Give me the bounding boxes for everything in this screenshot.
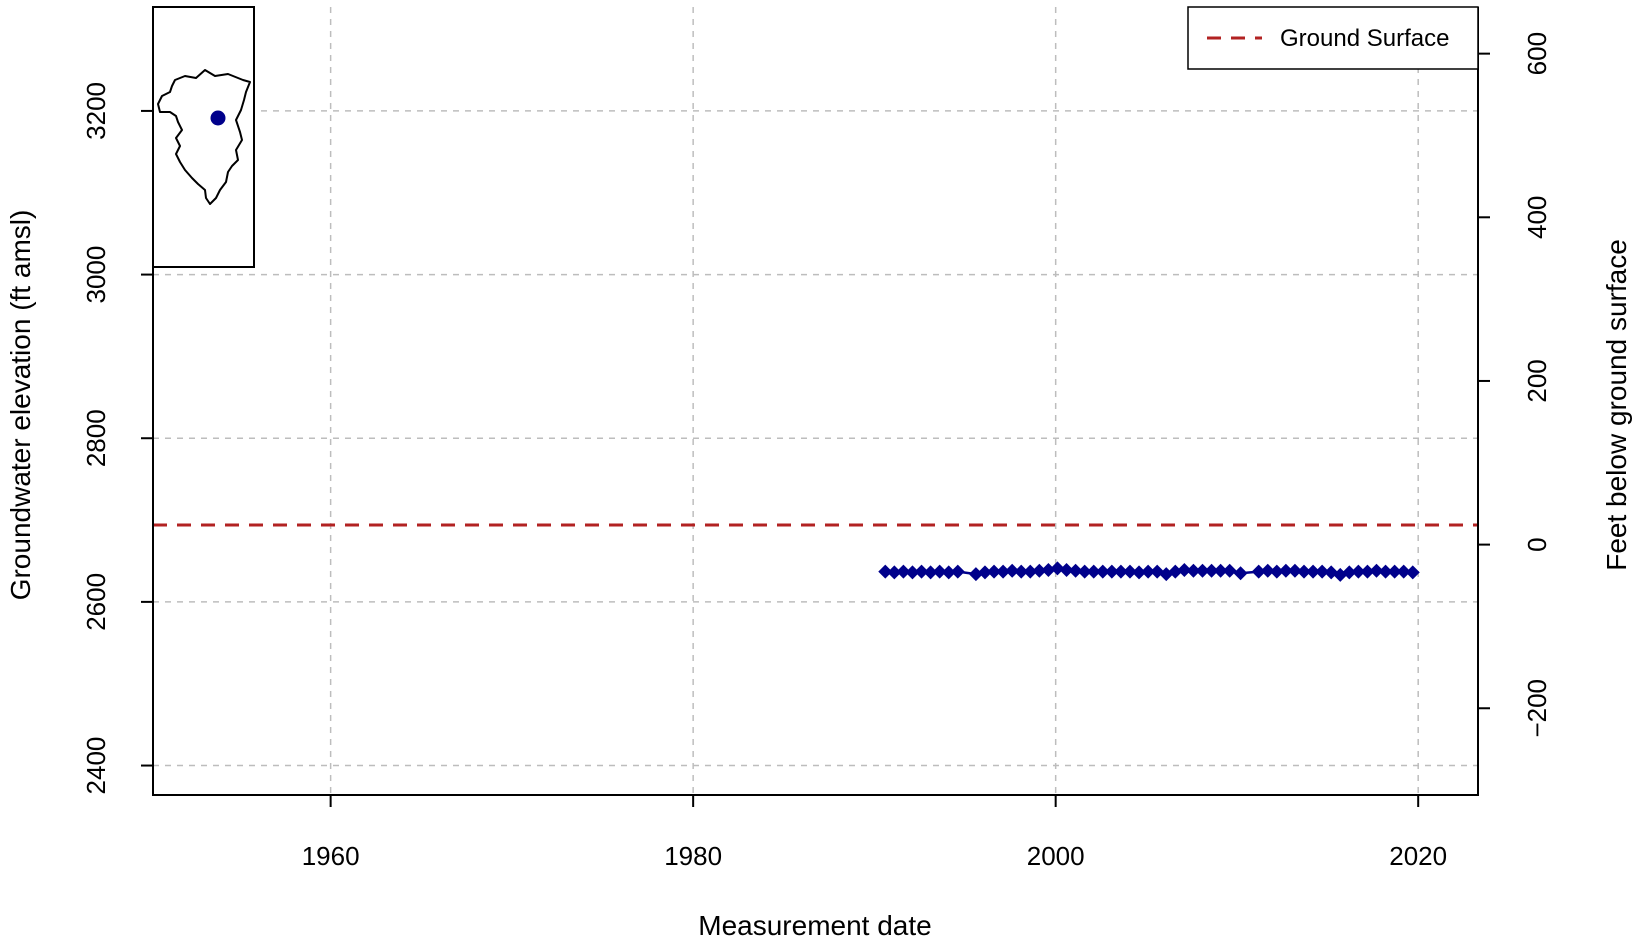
data-point [1168,564,1183,579]
data-point [1369,563,1384,578]
data-point [950,564,965,579]
data-point [1059,562,1074,577]
y-tick-label: 3200 [81,82,111,140]
data-point [1186,563,1201,578]
data-point [1405,565,1420,580]
data-point [1360,564,1375,579]
data-point [1260,563,1275,578]
y-tick-label: 2600 [81,573,111,631]
well-location-marker [210,110,226,126]
data-point [977,565,992,580]
x-axis-title: Measurement date [698,910,931,941]
plot-frame [152,7,1479,796]
x-tick-label: 1980 [664,841,722,871]
x-tick-label: 2000 [1027,841,1085,871]
data-point [1204,563,1219,578]
data-point [1315,564,1330,579]
data-point [887,565,902,580]
data-point [1104,564,1119,579]
data-point [1306,564,1321,579]
data-point [996,564,1011,579]
series-layer [878,561,1420,582]
basin-outline [157,69,251,205]
x-tick-label: 1960 [302,841,360,871]
legend-label: Ground Surface [1280,25,1449,52]
data-point [1032,563,1047,578]
y2-tick-label: −200 [1522,679,1552,738]
data-point [987,564,1002,579]
x-tick-label: 2020 [1389,841,1447,871]
y-tick-label: 2800 [81,409,111,467]
y2-tick-label: 0 [1522,537,1552,551]
data-point [1177,562,1192,577]
data-point [1122,564,1137,579]
data-point [1233,566,1248,581]
data-point [1113,564,1128,579]
data-point [1342,565,1357,580]
data-point [914,564,929,579]
data-point [932,564,947,579]
data-point [1023,564,1038,579]
data-point [1132,565,1147,580]
data-point [1141,564,1156,579]
data-point [1068,563,1083,578]
y2-tick-label: 400 [1522,196,1552,239]
data-point [1278,563,1293,578]
data-point [1396,564,1411,579]
data-point [1387,564,1402,579]
axes: 1960 1980 2000 202024002600280030003200−200… [81,7,1552,871]
data-point [923,565,938,580]
data-point [878,564,893,579]
data-point [1296,564,1311,579]
data-point [1222,563,1237,578]
data-point [968,567,983,582]
data-point [1095,564,1110,579]
y2-tick-label: 600 [1522,32,1552,75]
legend: Ground Surface [1187,6,1479,70]
data-point [1195,563,1210,578]
y2-axis-title: Feet below ground surface [1601,239,1632,571]
data-point [1077,564,1092,579]
data-point [1086,564,1101,579]
data-point [1251,564,1266,579]
data-point [1213,563,1228,578]
data-point [1014,564,1029,579]
data-point [1041,562,1056,577]
y2-tick-label: 200 [1522,359,1552,402]
inset-map [152,6,255,268]
y-axis-title: Groundwater elevation (ft amsl) [5,210,36,601]
data-point [1351,564,1366,579]
data-point [1050,561,1065,576]
y-tick-label: 2400 [81,737,111,795]
data-point [905,565,920,580]
data-point [1287,563,1302,578]
data-point [896,564,911,579]
data-point [941,565,956,580]
grid [153,7,1478,795]
data-point [1005,563,1020,578]
inset-map-frame [152,6,255,268]
data-point [1378,564,1393,579]
y-tick-label: 3000 [81,246,111,304]
data-point [1269,564,1284,579]
